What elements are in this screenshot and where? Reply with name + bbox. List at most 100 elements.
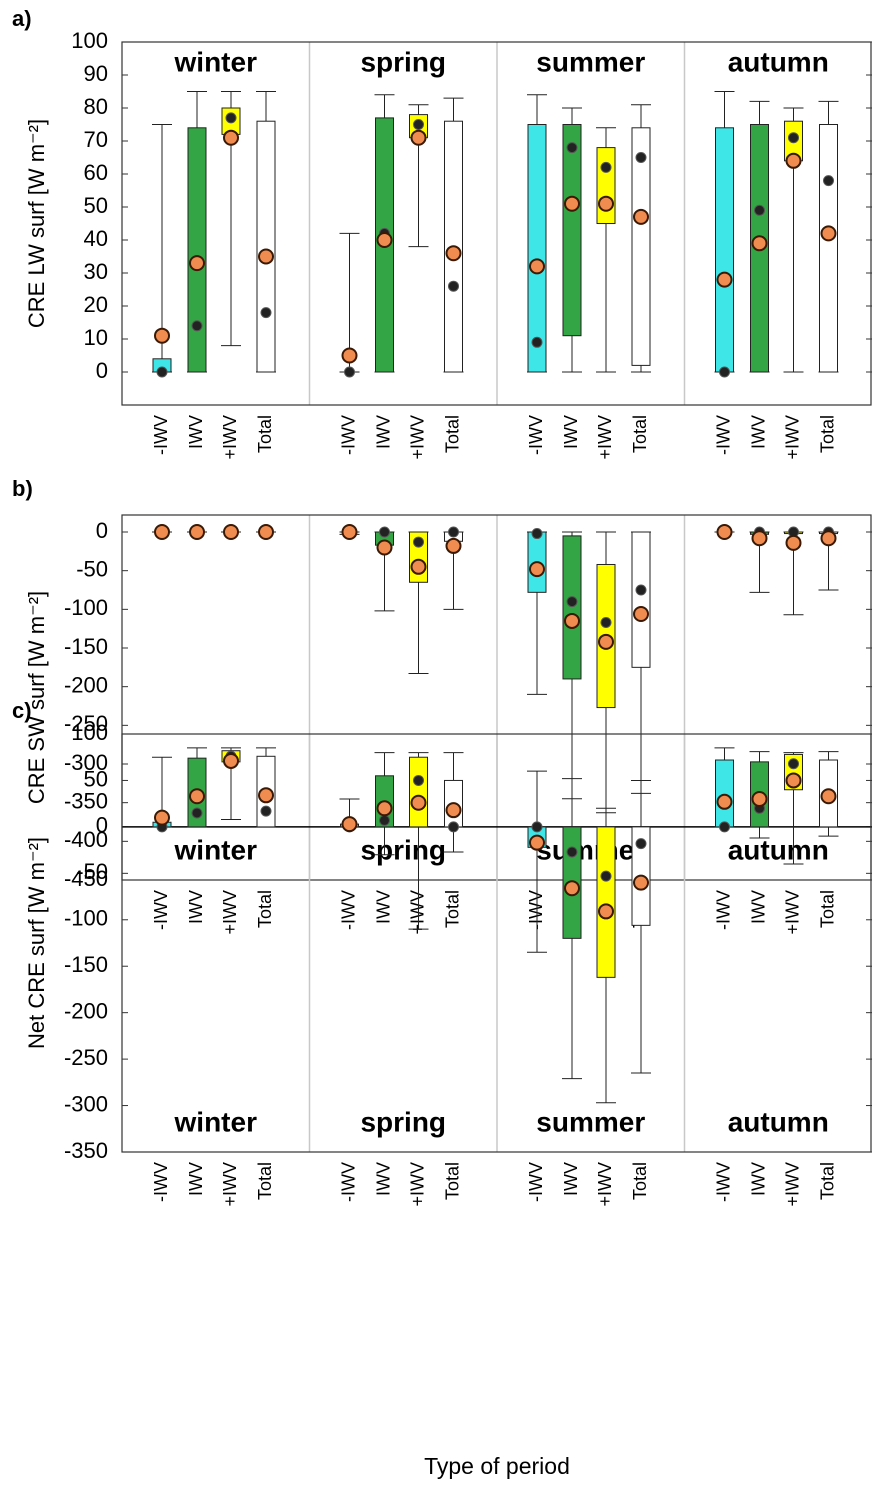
y-tick-label: 50 <box>84 766 108 791</box>
group-label: -IWV <box>151 890 171 930</box>
plot-frame <box>121 733 872 1153</box>
y-tick-label: -200 <box>64 672 108 697</box>
median-dot <box>566 142 578 154</box>
mean-dot <box>445 245 462 262</box>
season-label: winter <box>174 834 258 865</box>
group-label: +IWV <box>782 1162 802 1207</box>
group-label: Total <box>442 415 462 453</box>
y-tick-label: -400 <box>64 827 108 852</box>
median-dot <box>225 112 237 124</box>
season-label: spring <box>360 834 446 865</box>
mean-dot <box>820 530 837 547</box>
group-label: +IWV <box>407 1162 427 1207</box>
median-dot <box>379 814 390 826</box>
box <box>527 124 547 373</box>
group-label: Total <box>255 890 275 928</box>
median-dot <box>191 320 203 332</box>
median-dot <box>719 366 730 378</box>
season-label: summer <box>536 834 645 865</box>
median-dot <box>156 366 168 378</box>
group-label: -IWV <box>526 890 546 930</box>
median-dot <box>635 584 647 596</box>
y-tick-label: 10 <box>84 325 108 350</box>
season-label: winter <box>174 46 258 77</box>
median-dot <box>413 774 424 786</box>
group-label: IWV <box>748 890 768 924</box>
y-tick-label: 40 <box>84 226 108 251</box>
group-label: -IWV <box>713 1162 733 1202</box>
y-axis-label: CRE LW surf [W m⁻²] <box>24 119 49 328</box>
mean-dot <box>189 255 205 272</box>
mean-dot <box>785 534 802 551</box>
y-tick-label: -300 <box>64 1091 108 1116</box>
group-label: -IWV <box>713 415 733 455</box>
group-label: -IWV <box>151 1162 171 1202</box>
mean-dot <box>376 539 393 556</box>
mean-dot <box>564 195 580 212</box>
y-tick-label: 70 <box>84 127 108 152</box>
group-label: +IWV <box>220 890 240 935</box>
y-tick-label: 80 <box>84 94 108 119</box>
y-axis-label: CRE SW surf [W m⁻²] <box>24 591 49 804</box>
mean-dot <box>751 235 768 252</box>
box <box>715 127 734 373</box>
y-tick-label: -150 <box>64 634 108 659</box>
median-dot <box>413 119 424 130</box>
median-dot <box>191 807 203 819</box>
group-label: Total <box>630 415 650 453</box>
mean-dot <box>376 800 393 817</box>
group-label: IWV <box>373 1162 393 1196</box>
mean-dot <box>598 903 614 920</box>
mean-dot <box>223 524 239 541</box>
mean-dot <box>189 524 205 541</box>
mean-dot <box>223 752 239 769</box>
mean-dot <box>258 787 274 804</box>
mean-dot <box>258 248 274 265</box>
y-tick-label: 0 <box>96 518 108 543</box>
mean-dot <box>223 129 239 146</box>
mean-dot <box>410 129 427 146</box>
season-label: spring <box>360 1106 446 1137</box>
group-label: Total <box>255 1162 275 1200</box>
group-label: +IWV <box>407 415 427 460</box>
y-tick-label: -350 <box>64 788 108 813</box>
mean-dot <box>529 834 545 851</box>
group-label: +IWV <box>782 415 802 460</box>
median-dot <box>448 280 459 292</box>
group-label: IWV <box>561 415 581 449</box>
mean-dot <box>154 809 170 826</box>
y-tick-label: -50 <box>76 556 108 581</box>
y-tick-label: 0 <box>96 813 108 838</box>
y-tick-label: 100 <box>71 28 108 53</box>
mean-dot <box>154 327 170 344</box>
median-dot <box>531 336 543 348</box>
mean-dot <box>716 271 733 288</box>
mean-dot <box>751 530 768 547</box>
group-label: Total <box>817 1162 837 1200</box>
group-label: IWV <box>748 415 768 449</box>
group-label: -IWV <box>713 890 733 930</box>
mean-dot <box>564 612 580 629</box>
y-tick-label: -300 <box>64 750 108 775</box>
mean-dot <box>751 791 768 808</box>
group-label: -IWV <box>338 890 358 930</box>
mean-dot <box>341 524 358 541</box>
y-tick-label: -250 <box>64 1045 108 1070</box>
group-label: +IWV <box>595 415 615 460</box>
season-label: summer <box>536 1106 645 1137</box>
mean-dot <box>716 524 733 541</box>
median-dot <box>531 821 543 833</box>
mean-dot <box>785 772 802 789</box>
group-label: IWV <box>186 890 206 924</box>
group-label: IWV <box>373 415 393 449</box>
box <box>715 759 734 828</box>
group-label: +IWV <box>595 1162 615 1207</box>
median-dot <box>600 161 612 173</box>
season-label: autumn <box>728 834 829 865</box>
box <box>409 756 428 828</box>
median-dot <box>260 307 272 319</box>
mean-dot <box>154 524 170 541</box>
group-label: IWV <box>373 890 393 924</box>
